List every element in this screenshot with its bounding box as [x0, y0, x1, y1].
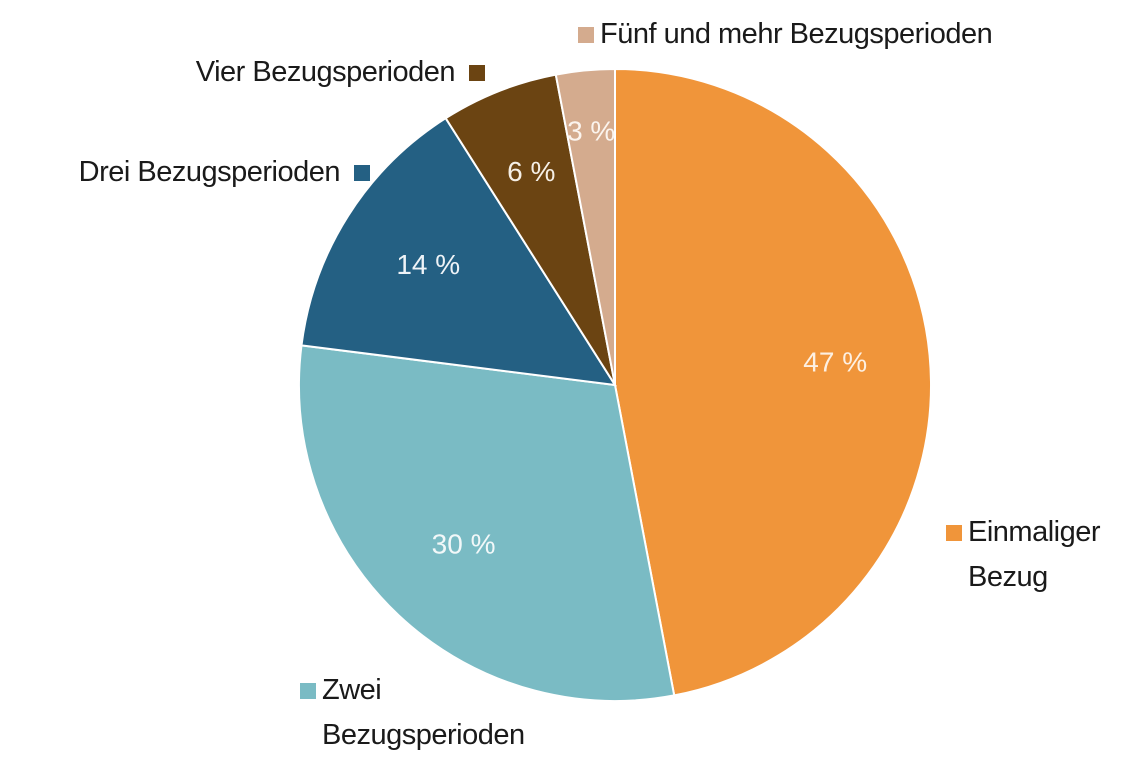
legend-swatch	[946, 525, 962, 541]
legend-entry: Einmaliger Bezug	[946, 510, 1116, 600]
legend-entry: Vier Bezugsperioden	[150, 50, 485, 95]
legend-entry: Drei Bezugsperioden	[10, 150, 370, 195]
legend-label: Fünf und mehr Bezugsperioden	[600, 18, 993, 50]
legend-label: Zwei Bezugsperioden	[322, 674, 525, 751]
data-label: 14 %	[396, 249, 460, 280]
pie-slice	[298, 344, 676, 702]
data-label: 3 %	[567, 116, 615, 147]
pie-slice	[300, 116, 617, 387]
pie-slice	[444, 73, 616, 386]
legend-swatch	[354, 165, 370, 181]
pie-slice	[614, 67, 932, 697]
legend-label: Einmaliger Bezug	[968, 516, 1101, 593]
legend-entry: Zwei Bezugsperioden	[300, 668, 560, 758]
legend-label: Vier Bezugsperioden	[195, 56, 456, 88]
legend-entry: Fünf und mehr Bezugsperioden	[578, 12, 1118, 57]
data-label: 30 %	[432, 529, 496, 560]
data-label: 6 %	[507, 156, 555, 187]
legend-swatch	[469, 65, 485, 81]
legend-swatch	[300, 683, 316, 699]
data-label: 47 %	[803, 347, 867, 378]
legend-label: Drei Bezugsperioden	[78, 156, 341, 188]
legend-swatch	[578, 27, 594, 43]
pie-slice	[554, 67, 616, 386]
